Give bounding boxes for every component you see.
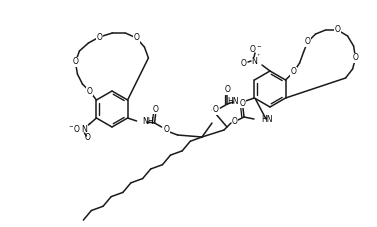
Text: $^-$O: $^-$O xyxy=(67,123,81,133)
Text: N: N xyxy=(251,57,257,66)
Text: N: N xyxy=(81,126,87,135)
Text: HN: HN xyxy=(261,114,273,123)
Text: O: O xyxy=(241,59,247,67)
Text: O: O xyxy=(240,99,246,108)
Text: O: O xyxy=(232,116,238,126)
Text: O: O xyxy=(213,106,218,114)
Text: O: O xyxy=(86,86,92,96)
Text: O$^-$: O$^-$ xyxy=(250,44,262,54)
Text: O: O xyxy=(84,133,90,143)
Text: $^+$: $^+$ xyxy=(256,54,262,59)
Text: O: O xyxy=(97,32,102,42)
Text: NH: NH xyxy=(143,118,154,126)
Text: O: O xyxy=(133,34,139,42)
Text: O: O xyxy=(335,25,340,35)
Text: $^+$: $^+$ xyxy=(87,123,92,128)
Text: O: O xyxy=(72,57,78,67)
Text: O: O xyxy=(153,104,158,114)
Text: O: O xyxy=(291,67,297,76)
Text: O: O xyxy=(224,86,230,94)
Text: O: O xyxy=(305,37,311,47)
Text: HN: HN xyxy=(227,98,238,106)
Text: O: O xyxy=(164,126,170,135)
Text: O: O xyxy=(352,54,359,62)
